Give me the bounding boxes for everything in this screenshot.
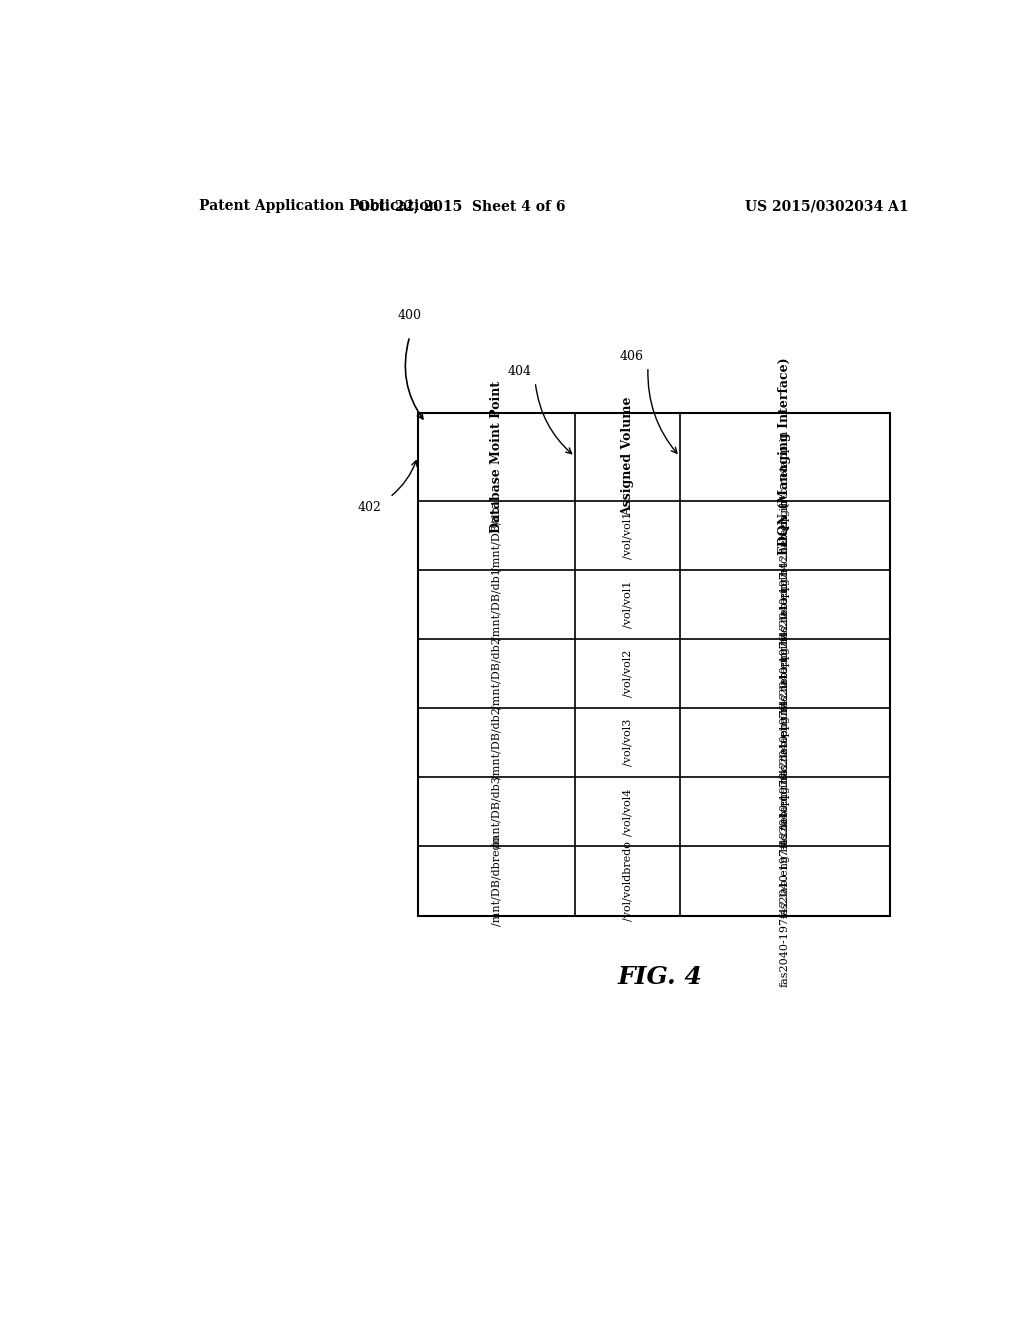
Text: Database Moint Point: Database Moint Point: [489, 380, 503, 532]
Text: /mnt/DB/db1: /mnt/DB/db1: [492, 569, 502, 640]
Text: Oct. 22, 2015  Sheet 4 of 6: Oct. 22, 2015 Sheet 4 of 6: [357, 199, 565, 213]
Text: Patent Application Publication: Patent Application Publication: [200, 199, 439, 213]
Text: /mnt/DB/db1: /mnt/DB/db1: [492, 499, 502, 572]
Text: fas2040-197-42.lab.eng.btc.netapp.in: fas2040-197-42.lab.eng.btc.netapp.in: [780, 775, 790, 987]
Text: Assigned Volume: Assigned Volume: [621, 397, 634, 516]
Text: FIG. 4: FIG. 4: [617, 965, 702, 989]
Text: 402: 402: [358, 500, 382, 513]
Text: fas2040-197-42.lab.eng.btc.netapp.in: fas2040-197-42.lab.eng.btc.netapp.in: [780, 706, 790, 917]
Text: fas2040-197-42.lab.eng.btc.netapp.in: fas2040-197-42.lab.eng.btc.netapp.in: [780, 429, 790, 640]
Text: /vol/vol4: /vol/vol4: [623, 788, 632, 836]
Text: /vol/vol1: /vol/vol1: [623, 511, 632, 558]
Text: /mnt/DB/dbredo: /mnt/DB/dbredo: [492, 836, 502, 927]
Text: /mnt/DB/db3: /mnt/DB/db3: [492, 776, 502, 847]
Text: fas2040-197-42.lab.eng.btc.netapp.in: fas2040-197-42.lab.eng.btc.netapp.in: [780, 499, 790, 710]
Text: 404: 404: [507, 366, 531, 379]
Text: FDQN (Managing Interface): FDQN (Managing Interface): [778, 358, 792, 556]
Text: fas2040-197-42.lab.eng.btc.netapp.in: fas2040-197-42.lab.eng.btc.netapp.in: [780, 638, 790, 849]
Text: US 2015/0302034 A1: US 2015/0302034 A1: [744, 199, 908, 213]
Text: 400: 400: [397, 309, 422, 322]
Text: /vol/vol3: /vol/vol3: [623, 719, 632, 767]
Text: /mnt/DB/db2: /mnt/DB/db2: [492, 706, 502, 779]
Bar: [418, 413, 890, 916]
Text: /mnt/DB/db2: /mnt/DB/db2: [492, 638, 502, 709]
Text: fas2040-197-42.lab.eng.btc.netapp.in: fas2040-197-42.lab.eng.btc.netapp.in: [780, 568, 790, 779]
Text: /vol/vol2: /vol/vol2: [623, 649, 632, 697]
Text: /vol/vol1: /vol/vol1: [623, 581, 632, 628]
Text: /vol/voldbredo: /vol/voldbredo: [623, 841, 632, 921]
Text: 406: 406: [621, 350, 644, 363]
